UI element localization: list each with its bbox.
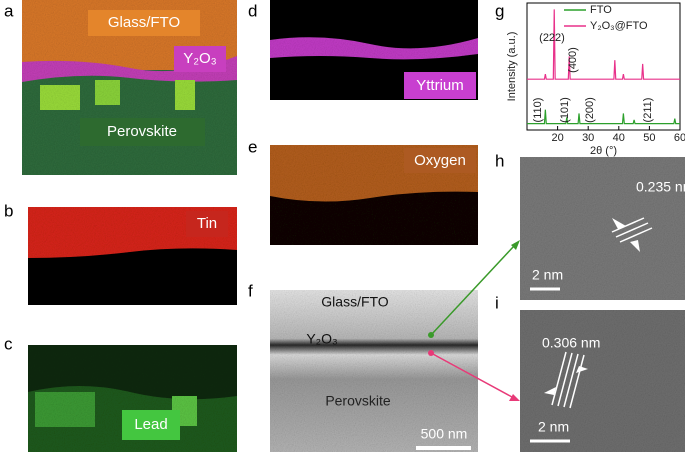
- x-tick-label: 30: [582, 132, 594, 144]
- label: Y₂O₃: [183, 50, 217, 67]
- panel-letter: h: [495, 151, 504, 170]
- label: 0.306 nm: [542, 335, 600, 351]
- panel-letter: i: [495, 293, 499, 312]
- label: 2 nm: [532, 267, 563, 283]
- x-tick-label: 40: [613, 132, 625, 144]
- tem-image: [270, 290, 478, 452]
- label: Oxygen: [414, 152, 466, 169]
- panel-letter: a: [4, 1, 14, 20]
- label: Perovskite: [107, 123, 177, 140]
- label-box: [186, 211, 228, 237]
- label: 2 nm: [538, 419, 569, 435]
- connector: [428, 240, 520, 401]
- peak-label: (222): [539, 32, 565, 44]
- label-box: [174, 46, 226, 72]
- label-box: [80, 118, 205, 146]
- peak-label: (110): [532, 98, 544, 123]
- peak-label: (200): [584, 97, 596, 123]
- peak-label: (400): [567, 47, 579, 73]
- xrd-line: [527, 109, 680, 125]
- lattice-lines: [530, 217, 653, 443]
- hrtem-h: [520, 157, 685, 300]
- label: Glass/FTO: [108, 14, 180, 31]
- label: Glass/FTO: [321, 294, 389, 310]
- x-axis-label: 2θ (°): [590, 145, 617, 157]
- panel-letter: e: [248, 137, 257, 156]
- label: Yttrium: [416, 77, 464, 94]
- label-box: [404, 148, 476, 173]
- label: Tin: [197, 215, 217, 232]
- x-tick-label: 50: [643, 132, 655, 144]
- legend-label: FTO: [590, 4, 612, 16]
- x-tick-label: 20: [551, 132, 563, 144]
- peak-label: (211): [642, 98, 654, 123]
- panel-letter: f: [248, 281, 253, 300]
- panel-letter: b: [4, 201, 13, 220]
- label: Perovskite: [325, 393, 391, 409]
- legend-label: Y₂O₃@FTO: [590, 20, 648, 32]
- panel-letter: g: [495, 1, 504, 20]
- plot-frame: [526, 2, 681, 131]
- label: 0.235 nm: [636, 179, 685, 195]
- panel-letter: c: [4, 334, 13, 353]
- label: Y₂O₃: [306, 331, 337, 347]
- label-box: [404, 72, 476, 99]
- xrd-line: [527, 9, 680, 80]
- arrows: [544, 218, 640, 395]
- scale-bar: [416, 446, 471, 450]
- hrtem-i: [520, 310, 685, 452]
- peak-label: (101): [559, 97, 571, 123]
- label: 500 nm: [421, 426, 468, 442]
- y-axis-label: Intensity (a.u.): [506, 32, 518, 102]
- panel-letter: d: [248, 1, 257, 20]
- label: Lead: [134, 416, 167, 433]
- label-box: [122, 410, 180, 440]
- x-tick-label: 60: [674, 132, 685, 144]
- label-box: [88, 10, 200, 36]
